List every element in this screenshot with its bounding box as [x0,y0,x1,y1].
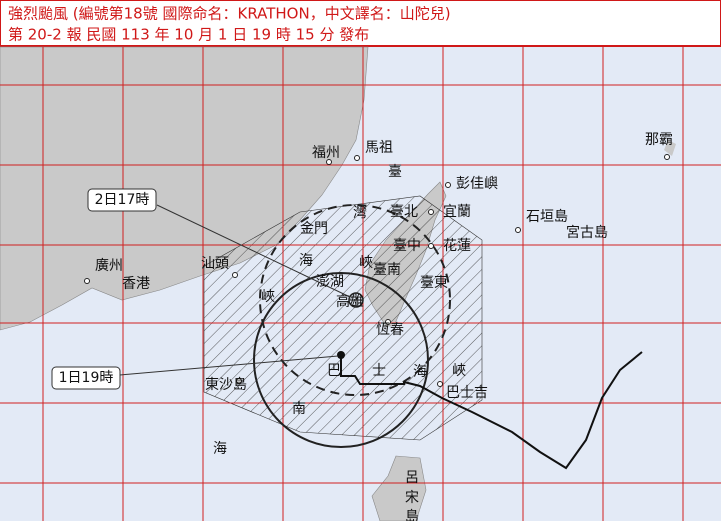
place-label: 金門 [300,221,328,237]
header-box [0,0,721,47]
sea-label: 峽 [452,363,466,379]
place-label: 澎湖 [316,274,344,290]
callout-box [51,366,121,390]
sea-label: 峽 [359,255,373,271]
place-marker [664,154,670,160]
forecast-symbol [348,292,364,308]
place-label: 臺北 [390,204,418,220]
place-label: 恆春 [376,322,404,338]
place-label: 島 [405,509,419,521]
place-marker [232,272,238,278]
place-label: 臺中 [393,238,421,254]
callout-box [87,188,157,212]
callout-line [119,355,339,376]
place-label: 石垣島 [526,209,568,225]
place-marker [437,381,443,387]
current-radius [253,272,429,448]
place-label: 巴士吉 [446,385,488,401]
place-label: 臺東 [420,275,448,291]
place-marker [428,209,434,215]
callout-label: 1日19時 [59,370,114,386]
callout-label: 2日17時 [95,192,150,208]
place-label: 臺 [388,164,402,180]
place-label: 東沙島 [205,377,247,393]
place-label: 宜蘭 [443,204,471,220]
subtitle: 第 20-2 報 民國 113 年 10 月 1 日 19 時 15 分 發布 [8,26,369,44]
forecast-radius [259,204,451,396]
callout-line [156,204,351,298]
sea-label: 峽 [261,289,275,305]
place-marker [445,182,451,188]
place-label: 汕頭 [201,256,229,272]
past-track [403,351,643,470]
sea-label: 海 [413,364,427,380]
place-marker [515,227,521,233]
sea-label: 南 [292,401,306,417]
sea-label: 灣 [353,205,367,221]
place-label: 花蓮 [443,238,471,254]
place-label: 宮古島 [566,225,608,241]
place-marker [236,378,242,384]
place-label: 高雄 [336,293,364,310]
place-marker [428,243,434,249]
sea-label: 海 [213,441,227,457]
place-label: 呂 [405,470,419,486]
sea-label: 巴 [327,363,341,379]
place-marker [84,278,90,284]
place-label: 馬祖 [365,140,393,156]
typhoon-center [337,351,345,359]
place-label: 彭佳嶼 [456,176,498,192]
place-marker [354,155,360,161]
place-label: 廣州 [95,257,123,274]
grid [0,47,721,521]
place-marker [385,319,391,325]
okinawa [664,140,676,156]
title: 強烈颱風 (編號第18號 國際命名：KRATHON，中文譯名：山陀兒) [8,5,451,23]
place-label: 福州 [312,145,340,161]
place-label: 宋 [405,490,419,506]
sea-label: 海 [299,253,313,269]
place-label: 那霸 [645,132,673,148]
place-label: 香港 [122,276,150,292]
place-label: 臺南 [373,262,401,278]
place-marker [326,159,332,165]
warning-area [203,195,483,441]
sea-label: 士 [372,363,386,379]
forecast-track [340,355,405,385]
